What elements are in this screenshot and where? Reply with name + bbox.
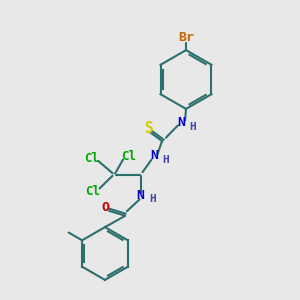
Text: N: N [177,116,185,129]
Text: N: N [136,189,144,202]
Text: Cl: Cl [85,185,100,198]
Text: H: H [190,122,196,132]
Text: N: N [150,149,158,162]
Text: O: O [102,201,110,214]
Text: Cl: Cl [84,152,99,165]
Text: Cl: Cl [122,150,136,163]
Text: H: H [163,154,169,165]
Text: S: S [144,121,153,136]
Text: H: H [149,194,156,205]
Text: Br: Br [178,31,194,44]
